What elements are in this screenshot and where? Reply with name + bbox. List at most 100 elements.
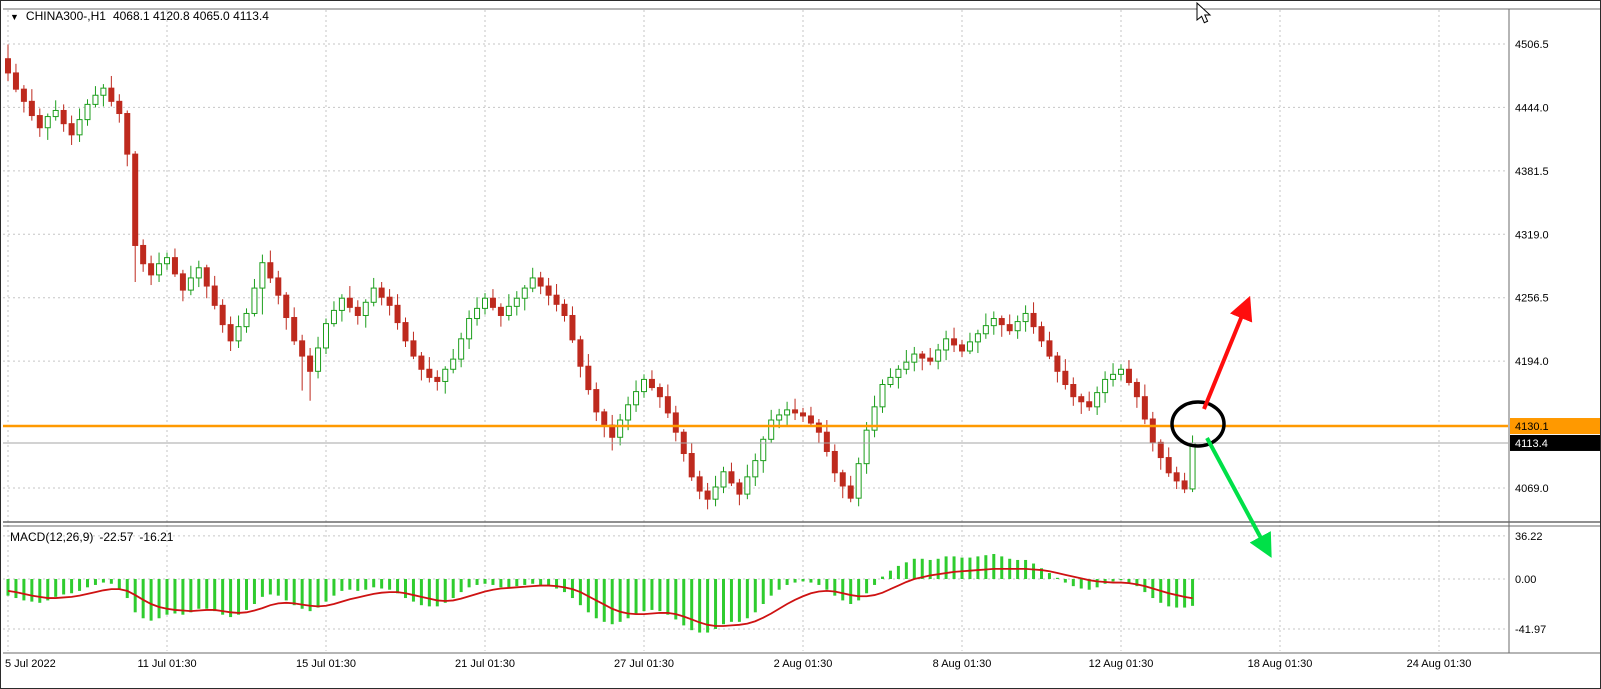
down-scenario-arrow[interactable]	[1205, 437, 1272, 558]
candle-body	[1102, 378, 1109, 394]
candle-body	[132, 153, 139, 246]
candle-body	[68, 123, 75, 136]
candle-body	[148, 263, 155, 276]
candle-body	[450, 358, 457, 370]
candle-body	[124, 113, 131, 155]
macd-tick-label: 36.22	[1515, 531, 1543, 543]
candle-body	[1030, 312, 1037, 328]
time-axis[interactable]: 5 Jul 2022 11 Jul 01:30 15 Jul 01:30 21 Jul…	[5, 658, 1471, 670]
macd-signal-value: -16.21	[139, 530, 174, 544]
candle-body	[28, 100, 35, 117]
candle-body	[346, 297, 353, 308]
candle-body	[211, 285, 218, 306]
candle-body	[1086, 401, 1093, 408]
time-tick-label: 12 Aug 01:30	[1089, 658, 1154, 670]
candle-body	[879, 383, 886, 408]
candle-body	[1070, 383, 1077, 398]
macd-signal-line	[7, 567, 1193, 627]
candle-body	[394, 304, 401, 324]
candle-body	[951, 338, 958, 346]
candle-body	[426, 368, 433, 378]
level-price-badge	[1510, 418, 1600, 435]
macd-title: MACD(12,26,9)	[10, 530, 94, 544]
candle-body	[219, 304, 226, 326]
candle-body	[720, 471, 727, 488]
candle-body	[871, 406, 878, 431]
candle-body	[1054, 355, 1061, 372]
price-tick-label: 4444.0	[1515, 102, 1549, 114]
candle-body	[410, 340, 417, 357]
candle-body	[625, 404, 632, 421]
candle-body	[744, 476, 751, 495]
candle-body	[362, 301, 369, 316]
candle-body	[36, 115, 43, 129]
candle-body	[1062, 370, 1069, 385]
candle-body	[815, 422, 822, 433]
candle-body	[823, 431, 830, 452]
time-tick-label: 11 Jul 01:30	[137, 658, 196, 670]
candle-body	[227, 324, 234, 342]
candle-body	[156, 263, 163, 276]
candle-body	[100, 87, 107, 96]
candle-body	[1118, 368, 1124, 375]
candle-body	[1157, 441, 1164, 459]
candle-body	[776, 414, 783, 421]
symbol-info: ▼ CHINA300-,H1 4068.1 4120.8 4065.0 4113…	[10, 9, 269, 23]
candle-body	[307, 355, 314, 372]
candle-body	[919, 353, 926, 359]
candle-body	[330, 309, 337, 325]
candle-body	[259, 262, 266, 289]
time-tick-label: 5 Jul 2022	[5, 658, 56, 670]
candle-body	[1125, 368, 1132, 383]
candle-body	[903, 361, 910, 370]
candle-body	[982, 325, 989, 335]
candle-body	[84, 103, 91, 121]
candle-body	[1046, 340, 1053, 357]
candle-body	[736, 482, 743, 495]
candle-body	[203, 267, 210, 287]
candle-body	[696, 476, 703, 492]
candle-body	[92, 94, 99, 105]
candle-body	[998, 318, 1005, 326]
candle-body	[752, 460, 759, 478]
candle-body	[800, 412, 806, 417]
highlight-circle[interactable]	[1170, 400, 1226, 448]
time-tick-label: 2 Aug 01:30	[774, 658, 833, 670]
up-scenario-arrow[interactable]	[1202, 295, 1253, 410]
candle-body	[863, 429, 870, 465]
symbol-dropdown-icon: ▼	[10, 11, 19, 22]
level-price-badge-text: 4130.1	[1515, 421, 1549, 433]
candle-body	[966, 341, 973, 352]
candle-body	[299, 340, 306, 357]
candle-body	[553, 294, 560, 305]
symbol-name: CHINA300-,H1	[25, 9, 106, 23]
candle-body	[839, 472, 846, 487]
candle-body	[12, 72, 19, 90]
candle-body	[768, 419, 775, 440]
candle-body	[20, 88, 27, 102]
macd-pane	[6, 554, 1195, 633]
candle-body	[482, 297, 488, 309]
candle-body	[505, 305, 512, 316]
candle-body	[179, 273, 186, 291]
price-axis[interactable]: 4506.5 4444.0 4381.5 4319.0 4256.5 4194.0 4069…	[1515, 39, 1549, 636]
candle-body	[1173, 472, 1180, 482]
candle-body	[959, 344, 965, 352]
candle-body	[1078, 396, 1085, 403]
candle-body	[935, 349, 942, 362]
candle-body	[338, 297, 345, 311]
candle-body	[704, 490, 711, 500]
candle-body	[275, 277, 282, 296]
candle-body	[434, 376, 441, 382]
annotations[interactable]	[1170, 295, 1272, 558]
time-tick-label: 8 Aug 01:30	[933, 658, 992, 670]
candle-body	[648, 378, 655, 389]
candle-body	[513, 297, 520, 307]
candle-body	[283, 294, 290, 319]
candle-body	[728, 471, 735, 484]
candle-body	[831, 450, 838, 474]
symbol-ohlc: 4068.1 4120.8 4065.0 4113.4	[112, 9, 269, 23]
candle-body	[386, 296, 393, 306]
